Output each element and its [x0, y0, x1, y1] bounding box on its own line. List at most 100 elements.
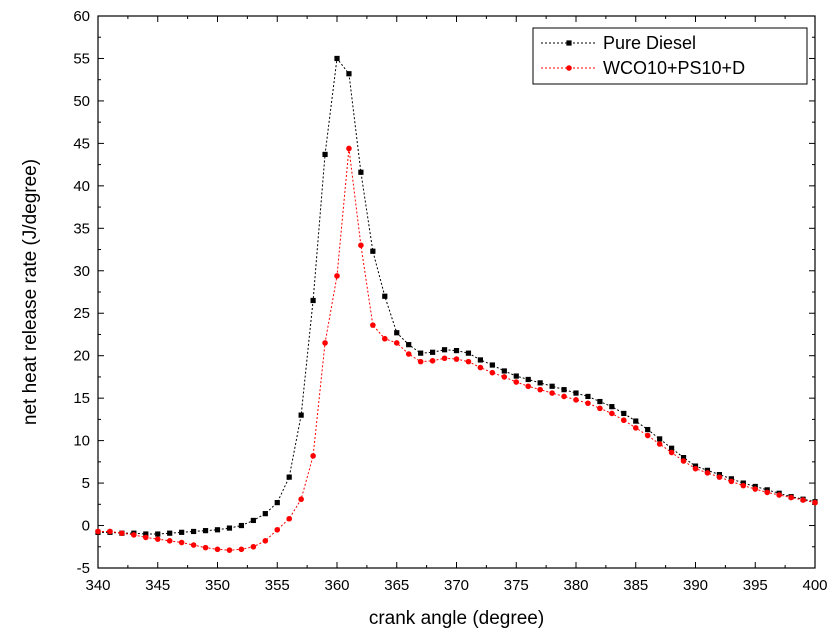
series-1	[95, 145, 818, 553]
data-point	[489, 362, 495, 368]
legend: Pure Diesel WCO10+PS10+D	[532, 27, 808, 85]
data-point	[274, 500, 280, 506]
legend-box	[532, 27, 808, 85]
data-point	[382, 335, 388, 342]
data-point	[167, 530, 173, 536]
data-point	[143, 531, 149, 537]
data-point	[214, 546, 221, 553]
data-point	[632, 425, 639, 431]
data-point	[382, 293, 388, 299]
data-point	[800, 497, 806, 503]
data-point	[740, 482, 747, 489]
y-axis-title: net heat release rate (J/degree)	[20, 159, 41, 425]
x-tick-label: 395	[743, 577, 768, 594]
data-point	[537, 380, 543, 386]
series-0	[95, 55, 818, 537]
data-point	[346, 71, 352, 77]
y-tick-label: 40	[73, 178, 90, 195]
data-point	[131, 532, 137, 538]
data-point	[716, 474, 723, 480]
data-point	[597, 398, 603, 405]
data-point	[430, 349, 436, 355]
legend-marker	[566, 40, 572, 46]
data-point	[274, 526, 281, 533]
data-point	[513, 373, 519, 379]
data-point	[609, 410, 615, 417]
x-tick-label: 340	[85, 577, 110, 594]
data-point	[202, 528, 209, 534]
plot-area: 340 345 350 355 360 365 370 375 380 385 390 395 400-…	[73, 8, 827, 594]
y-tick-label: 50	[73, 93, 90, 110]
data-point	[178, 539, 185, 546]
data-point	[190, 542, 197, 548]
data-point	[226, 547, 233, 553]
y-tick-label: 20	[73, 348, 90, 365]
data-point	[95, 528, 101, 535]
y-tick-label: 35	[73, 220, 90, 237]
data-point	[298, 412, 304, 418]
x-tick-label: 380	[563, 577, 588, 594]
data-point	[453, 356, 460, 362]
data-point	[429, 357, 436, 364]
data-point	[501, 374, 508, 380]
data-point	[119, 530, 125, 536]
series-line	[98, 57, 816, 535]
data-point	[202, 544, 209, 551]
data-point	[370, 322, 376, 328]
y-tick-label: -5	[77, 560, 90, 577]
x-tick-label: 365	[384, 577, 409, 594]
x-tick-label: 360	[324, 577, 349, 594]
legend-label-pure-diesel: Pure Diesel	[603, 33, 696, 53]
data-point	[621, 410, 627, 417]
data-point	[250, 517, 256, 524]
data-point	[322, 151, 328, 158]
data-point	[262, 511, 268, 517]
data-point	[585, 393, 591, 400]
data-point	[525, 383, 531, 390]
data-point	[680, 458, 687, 464]
x-tick-label: 355	[265, 577, 290, 594]
y-tick-label: 60	[73, 8, 90, 25]
data-point	[238, 522, 244, 529]
data-point	[166, 538, 173, 544]
x-tick-label: 370	[444, 577, 469, 594]
data-point	[764, 489, 770, 496]
data-point	[250, 543, 257, 550]
data-point	[776, 492, 782, 498]
x-tick-label: 390	[683, 577, 708, 594]
data-point	[107, 528, 113, 535]
data-point	[585, 400, 591, 407]
y-tick-label: 30	[73, 263, 90, 280]
plot-frame	[97, 15, 816, 569]
data-point	[298, 496, 304, 503]
y-tick-label: 0	[82, 518, 90, 535]
data-point	[477, 364, 484, 371]
data-point	[501, 368, 507, 374]
data-point	[465, 350, 472, 356]
data-point	[561, 393, 567, 400]
data-point	[549, 383, 555, 389]
data-point	[370, 248, 376, 254]
data-point	[179, 529, 185, 535]
y-tick-label: 10	[73, 433, 90, 450]
data-point	[334, 273, 340, 279]
data-point	[573, 390, 579, 396]
x-axis-title: crank angle (degree)	[369, 608, 544, 629]
data-point	[191, 528, 197, 535]
data-point	[621, 417, 627, 424]
data-point	[238, 546, 245, 553]
data-point	[728, 478, 735, 485]
data-point	[453, 347, 460, 354]
legend-label-wco10-ps10-d: WCO10+PS10+D	[603, 58, 745, 78]
x-tick-label: 375	[504, 577, 529, 594]
y-tick-label: 15	[73, 390, 90, 407]
data-point	[441, 347, 448, 353]
data-point	[405, 351, 412, 357]
data-point	[393, 340, 400, 346]
data-point	[358, 242, 364, 249]
data-point	[597, 405, 603, 412]
data-point	[143, 534, 149, 541]
x-tick-label: 345	[145, 577, 170, 594]
data-point	[609, 404, 615, 410]
